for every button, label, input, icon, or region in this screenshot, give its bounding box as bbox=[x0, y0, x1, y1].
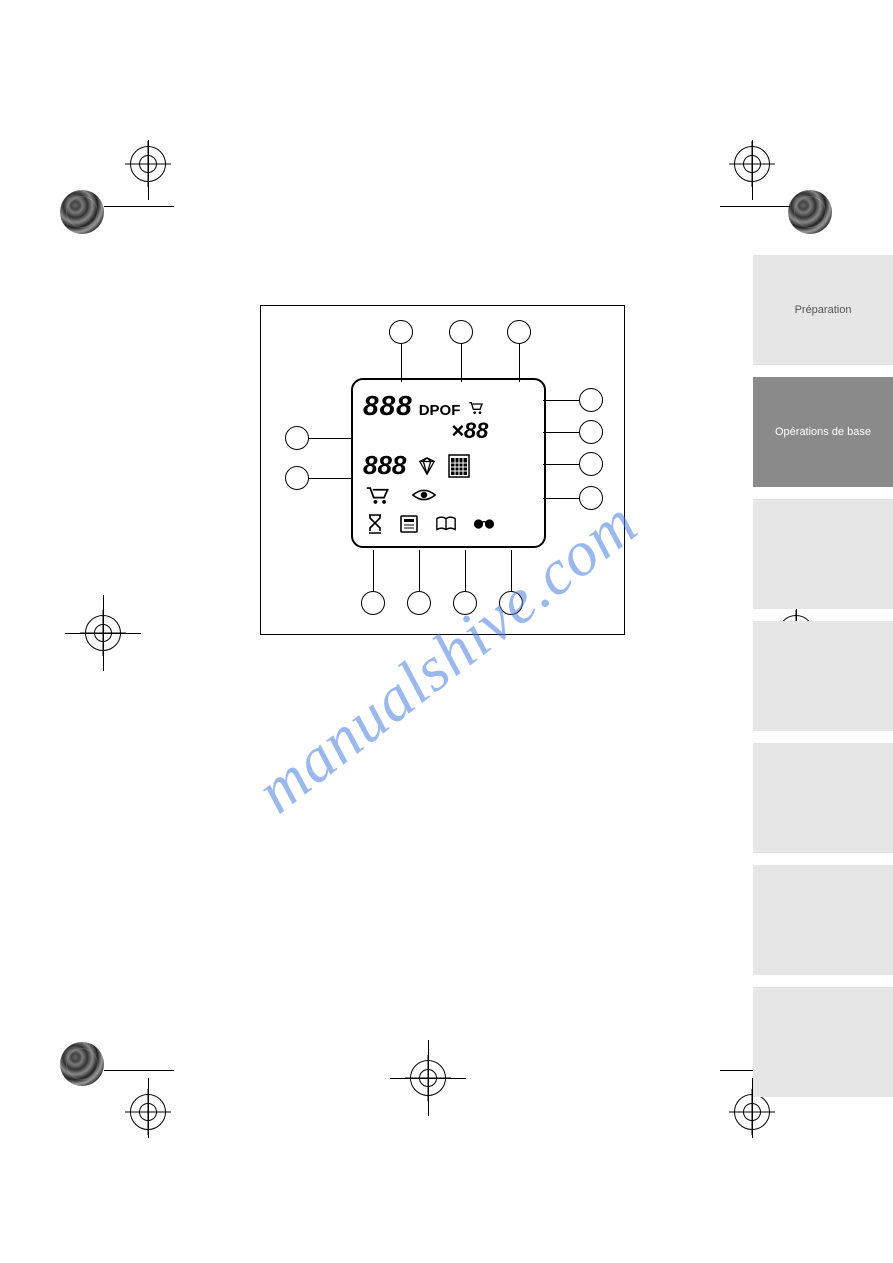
lcd-total-count: 888 bbox=[363, 390, 413, 422]
sidebar-tabs: Préparation Opérations de base bbox=[753, 255, 893, 1109]
callout-2 bbox=[449, 320, 473, 344]
lcd-print-count: ×88 bbox=[451, 418, 488, 443]
callout-3 bbox=[507, 320, 531, 344]
callout-13 bbox=[499, 591, 523, 615]
hourglass-icon bbox=[367, 513, 383, 535]
callout-5 bbox=[579, 420, 603, 444]
callout-12 bbox=[453, 591, 477, 615]
index-sheet-icon bbox=[448, 454, 470, 478]
crop-mark-top-left bbox=[60, 140, 180, 240]
callout-8 bbox=[285, 426, 309, 450]
tab-2 bbox=[753, 499, 893, 609]
tab-label: Préparation bbox=[795, 303, 852, 318]
callout-9 bbox=[285, 466, 309, 490]
tab-0: Préparation bbox=[753, 255, 893, 365]
link-icon bbox=[473, 517, 495, 531]
diamond-icon bbox=[416, 456, 438, 476]
callout-10 bbox=[361, 591, 385, 615]
lcd-panel: 888 DPOF ×88 888 bbox=[351, 378, 546, 548]
crop-mark-top-right bbox=[720, 140, 840, 240]
cart-small-icon bbox=[468, 401, 484, 415]
tab-1: Opérations de base bbox=[753, 377, 893, 487]
tab-6 bbox=[753, 987, 893, 1097]
tab-4 bbox=[753, 743, 893, 853]
callout-7 bbox=[579, 486, 603, 510]
card-icon bbox=[399, 514, 419, 534]
book-icon bbox=[435, 515, 457, 533]
lcd-dpof-label: DPOF bbox=[419, 402, 461, 419]
lcd-figure: 888 DPOF ×88 888 bbox=[260, 305, 625, 635]
crop-mark-bottom-left bbox=[60, 1030, 180, 1140]
callout-11 bbox=[407, 591, 431, 615]
eye-icon bbox=[411, 487, 437, 503]
callout-6 bbox=[579, 452, 603, 476]
tab-5 bbox=[753, 865, 893, 975]
reg-ring-bottom-mid bbox=[410, 1060, 470, 1120]
cart-icon bbox=[365, 485, 391, 505]
tab-label: Opérations de base bbox=[775, 425, 871, 440]
callout-4 bbox=[579, 388, 603, 412]
lcd-image-number: 888 bbox=[363, 450, 406, 481]
tab-3 bbox=[753, 621, 893, 731]
callout-1 bbox=[389, 320, 413, 344]
